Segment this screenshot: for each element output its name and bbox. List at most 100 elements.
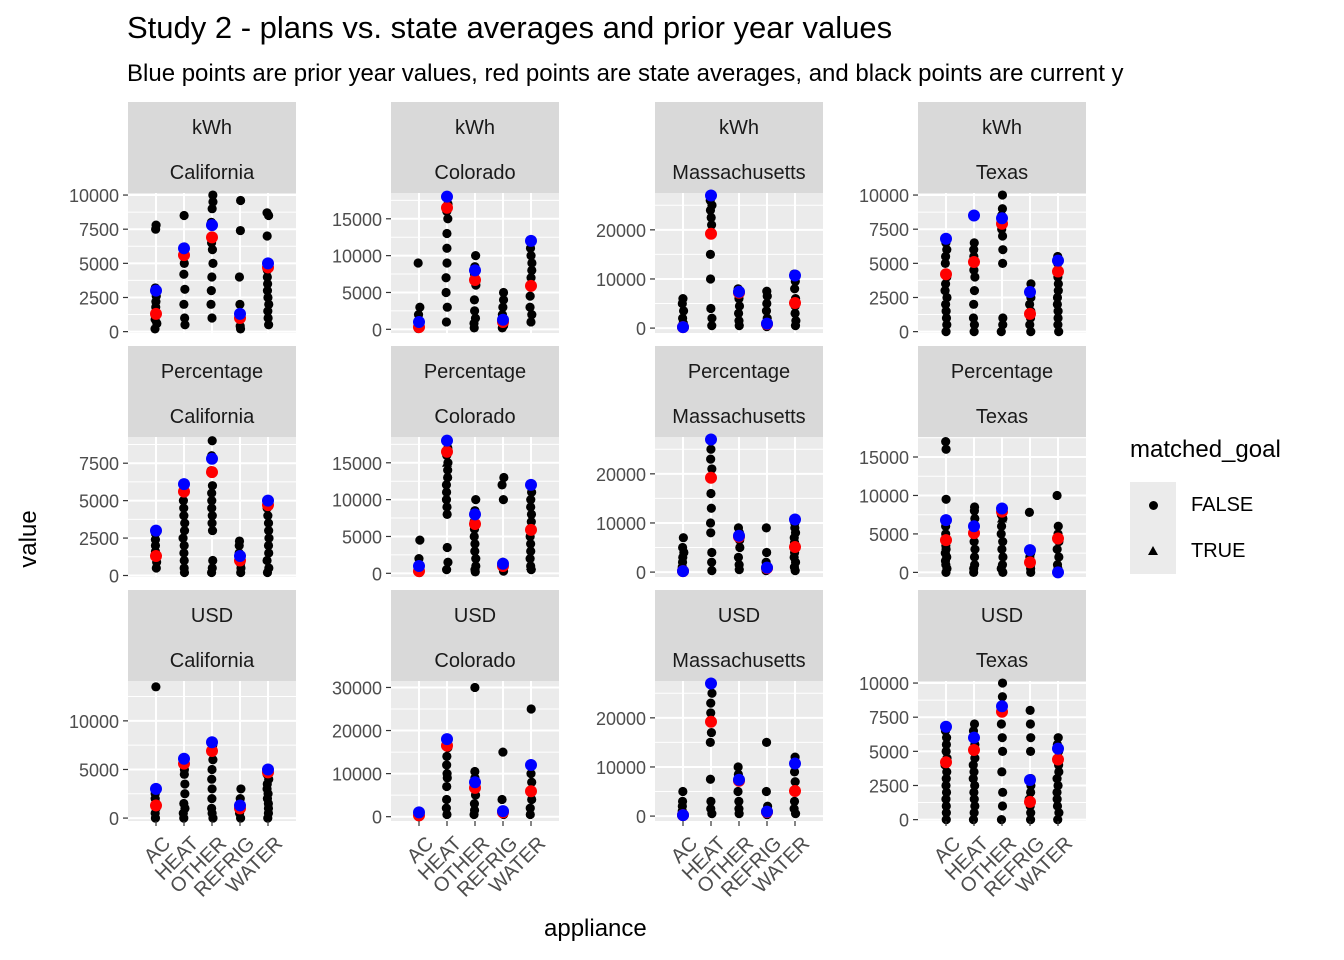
facet-strip-row-label: Percentage xyxy=(951,361,1053,383)
current-value-point xyxy=(497,480,507,490)
current-value-point xyxy=(526,495,536,505)
prior-year-point xyxy=(441,434,453,447)
current-value-point xyxy=(415,302,425,312)
current-value-point xyxy=(206,299,216,309)
current-value-point xyxy=(527,265,537,275)
current-value-point xyxy=(469,799,480,809)
y-tick-label: 0 xyxy=(109,809,119,829)
prior-year-point xyxy=(413,315,425,328)
y-tick-label: 0 xyxy=(109,323,119,343)
y-tick-label: 7500 xyxy=(79,220,119,240)
y-tick-label: 2500 xyxy=(869,288,909,308)
current-value-point xyxy=(234,272,245,282)
y-tick-label: 10000 xyxy=(859,674,909,694)
current-value-point xyxy=(179,555,189,566)
current-value-point xyxy=(762,547,772,558)
state-average-point xyxy=(1052,753,1064,766)
current-value-point xyxy=(970,560,980,570)
y-tick-label: 2500 xyxy=(869,776,909,796)
prior-year-point xyxy=(150,284,162,297)
facet-strip-row-label: USD xyxy=(191,605,233,627)
current-value-point xyxy=(969,320,980,330)
current-value-point xyxy=(1026,787,1036,797)
prior-year-point xyxy=(525,759,537,771)
prior-year-point xyxy=(996,700,1008,713)
current-value-point xyxy=(941,808,951,818)
current-value-point xyxy=(442,502,452,512)
current-value-point xyxy=(441,273,451,283)
prior-year-point xyxy=(150,782,162,795)
facet-strip-col-label: California xyxy=(170,406,255,428)
current-value-point xyxy=(1026,327,1036,337)
current-value-point xyxy=(263,313,273,323)
current-value-point xyxy=(179,503,189,513)
current-value-point xyxy=(1025,719,1036,729)
prior-year-point xyxy=(262,257,274,270)
facet-strip-col-label: California xyxy=(170,162,255,184)
facet-strip-col-label: Colorado xyxy=(434,650,515,672)
current-value-point xyxy=(761,786,771,797)
current-value-point xyxy=(970,801,980,811)
state-average-point xyxy=(789,541,801,554)
current-value-point xyxy=(179,269,189,279)
facet-strip-row-label: USD xyxy=(718,605,760,627)
current-value-point xyxy=(526,317,536,327)
current-value-point xyxy=(498,287,509,298)
current-value-point xyxy=(970,780,980,791)
y-tick-label: 5000 xyxy=(79,254,119,274)
current-value-point xyxy=(207,511,217,521)
state-average-point xyxy=(150,799,162,812)
current-value-point xyxy=(705,518,716,528)
facet-strip-row-label: USD xyxy=(981,605,1023,627)
current-value-point xyxy=(207,794,217,804)
prior-year-point xyxy=(178,478,190,491)
current-value-point xyxy=(677,796,688,806)
current-value-point xyxy=(235,195,246,206)
current-value-point xyxy=(1024,507,1035,517)
facet-strip xyxy=(128,346,296,437)
current-value-point xyxy=(470,306,480,316)
current-value-point xyxy=(706,796,716,806)
y-tick-label: 2500 xyxy=(79,529,119,549)
state-average-point xyxy=(940,268,952,281)
state-average-point xyxy=(525,279,537,292)
current-value-point xyxy=(179,540,189,551)
current-value-point xyxy=(264,299,274,309)
current-value-point xyxy=(734,804,744,814)
current-value-point xyxy=(441,803,451,813)
current-value-point xyxy=(941,494,951,504)
facet-strip-col-label: Colorado xyxy=(434,406,515,428)
current-value-point xyxy=(498,495,508,505)
current-value-point xyxy=(443,472,453,483)
current-value-point xyxy=(179,548,189,558)
current-value-point xyxy=(968,815,979,825)
current-value-point xyxy=(998,552,1008,562)
y-tick-label: 10000 xyxy=(69,186,119,206)
y-tick-label: 10000 xyxy=(332,491,382,511)
current-value-point xyxy=(470,313,481,323)
current-value-point xyxy=(443,465,453,475)
prior-year-point xyxy=(469,264,481,277)
current-value-point xyxy=(262,231,272,241)
current-value-point xyxy=(208,555,218,566)
current-value-point xyxy=(969,552,980,562)
current-value-point xyxy=(941,437,951,447)
current-value-point xyxy=(469,295,480,305)
current-value-point xyxy=(791,316,801,326)
current-value-point xyxy=(263,518,274,528)
prior-year-point xyxy=(677,809,689,822)
state-average-point xyxy=(525,523,537,536)
legend-label-true: TRUE xyxy=(1191,540,1246,562)
y-tick-label: 15000 xyxy=(859,448,909,468)
prior-year-point xyxy=(1024,544,1036,557)
facet-strip xyxy=(918,102,1086,193)
current-value-point xyxy=(264,320,274,330)
state-average-point xyxy=(705,227,717,240)
prior-year-point xyxy=(441,733,453,746)
current-value-point xyxy=(941,739,951,750)
current-value-point xyxy=(969,286,980,296)
y-tick-label: 5000 xyxy=(79,760,119,780)
current-value-point xyxy=(180,284,190,294)
current-value-point xyxy=(207,436,217,446)
facet-strip xyxy=(655,590,823,681)
